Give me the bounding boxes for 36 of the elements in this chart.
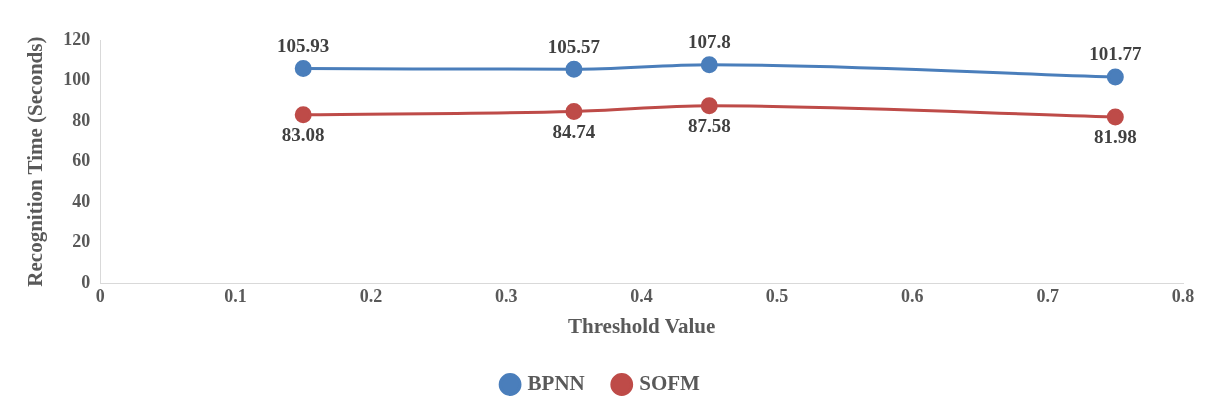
x-tick-label: 0.6: [901, 285, 924, 306]
x-tick-label: 0.5: [765, 285, 789, 306]
point: [1106, 108, 1124, 126]
x-axis-title: Threshold Value: [567, 313, 716, 338]
data-label: 81.98: [1093, 126, 1137, 148]
point: [700, 56, 718, 74]
x-tick-label: 0.2: [359, 285, 383, 306]
y-tick-label: 80: [72, 109, 91, 130]
x-tick-label: 0.7: [1036, 285, 1059, 306]
data-label: 84.74: [552, 120, 596, 142]
y-axis-title: Recognition Time (Seconds): [23, 36, 48, 287]
legend-label: SOFM: [639, 370, 701, 395]
y-tick-label: 60: [72, 150, 91, 171]
x-tick-label: 0.4: [630, 285, 653, 306]
x-tick-label: 0.8: [1171, 285, 1195, 306]
data-label: 101.77: [1089, 43, 1142, 65]
point: [565, 102, 583, 120]
point: [294, 60, 312, 78]
data-label: 105.57: [547, 35, 601, 57]
x-tick-label: 0.3: [495, 285, 518, 306]
data-label: 87.58: [687, 115, 731, 137]
data-label: 83.08: [281, 124, 325, 146]
y-tick-label: 0: [81, 271, 91, 292]
x-tick-label: 0: [95, 285, 105, 306]
point: [1106, 68, 1124, 86]
data-label: 107.8: [687, 31, 731, 53]
y-tick-label: 20: [72, 231, 91, 252]
point: [565, 60, 583, 78]
x-tick-label: 0.1: [224, 285, 247, 306]
data-label: 105.93: [277, 34, 330, 56]
point: [700, 97, 718, 115]
legend-label: BPNN: [527, 370, 585, 395]
y-tick-label: 40: [72, 190, 91, 211]
point: [294, 106, 312, 124]
y-tick-label: 120: [63, 28, 91, 49]
y-tick-label: 100: [63, 69, 91, 90]
